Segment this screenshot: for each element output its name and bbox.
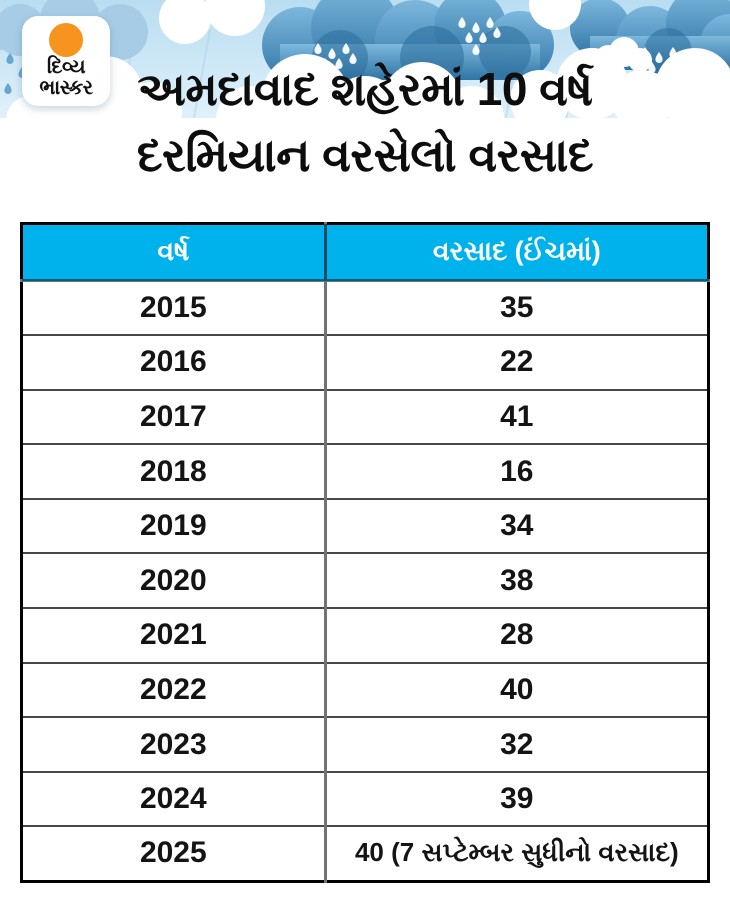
title-line2: દરમિયાન વરસેલો વરસાદ xyxy=(136,129,594,181)
table-row: 2021 28 xyxy=(21,607,709,663)
rainfall-cell: 38 xyxy=(323,552,709,609)
rainfall-cell: 32 xyxy=(323,716,709,772)
page-title: અમદાવાદ શહેરમાં 10 વર્ષ દરમિયાન વરસેલો વ… xyxy=(0,56,730,188)
rainfall-cell: 40 xyxy=(323,661,709,718)
table-row: 2025 40 (7 સપ્ટેમ્બર સુધીનો વરસાદ) xyxy=(21,825,709,882)
table-row: 2019 34 xyxy=(21,497,709,554)
table-row: 2016 22 xyxy=(21,334,709,390)
rainfall-cell: 34 xyxy=(323,497,709,554)
table-row: 2017 41 xyxy=(21,388,709,445)
table-header-row: વર્ષ વરસાદ (ઈંચમાં) xyxy=(21,223,709,282)
logo-name-line2: ભાસ્કર xyxy=(39,77,93,99)
year-cell: 2021 xyxy=(21,607,326,663)
title-line1: અમદાવાદ શહેરમાં 10 વર્ષ xyxy=(137,63,593,115)
rainfall-cell: 40 (7 સપ્ટેમ્બર સુધીનો વરસાદ) xyxy=(323,825,709,882)
rain-clouds-illustration xyxy=(0,0,730,215)
rainfall-cell: 16 xyxy=(323,443,709,499)
year-cell: 2023 xyxy=(21,716,326,772)
year-cell: 2020 xyxy=(21,552,326,609)
table-row: 2015 35 xyxy=(22,280,709,336)
year-cell: 2025 xyxy=(21,825,326,882)
table-row: 2018 16 xyxy=(21,443,709,499)
sun-icon xyxy=(49,23,83,57)
year-cell: 2019 xyxy=(21,497,326,554)
year-cell: 2017 xyxy=(21,388,326,445)
year-cell: 2015 xyxy=(139,291,207,325)
column-header-year: વર્ષ xyxy=(21,223,326,282)
column-header-rainfall: વરસાદ (ઈંચમાં) xyxy=(323,223,709,282)
table-row: 2023 32 xyxy=(21,716,709,772)
rainfall-cell: 28 xyxy=(323,607,709,663)
table-row: 2020 38 xyxy=(21,552,709,609)
table-row: 2022 40 xyxy=(21,661,709,718)
logo-name-line1: દિવ્ય xyxy=(46,56,86,78)
year-cell: 2022 xyxy=(21,661,326,718)
rainfall-cell: 22 xyxy=(323,334,709,390)
rainfall-cell: 39 xyxy=(323,770,709,827)
rainfall-cell: 35 xyxy=(323,280,709,336)
rainfall-cell: 41 xyxy=(323,388,709,445)
table-row: 2024 39 xyxy=(21,770,709,827)
rainfall-table: વર્ષ વરસાદ (ઈંચમાં) 2015 35 2016 22 2017… xyxy=(20,222,710,883)
year-cell: 2016 xyxy=(21,334,326,390)
year-cell: 2018 xyxy=(21,443,326,499)
white-clouds xyxy=(0,0,730,215)
year-cell: 2024 xyxy=(21,770,326,827)
divya-bhaskar-logo: દિવ્ય ભાસ્કર xyxy=(22,16,110,106)
